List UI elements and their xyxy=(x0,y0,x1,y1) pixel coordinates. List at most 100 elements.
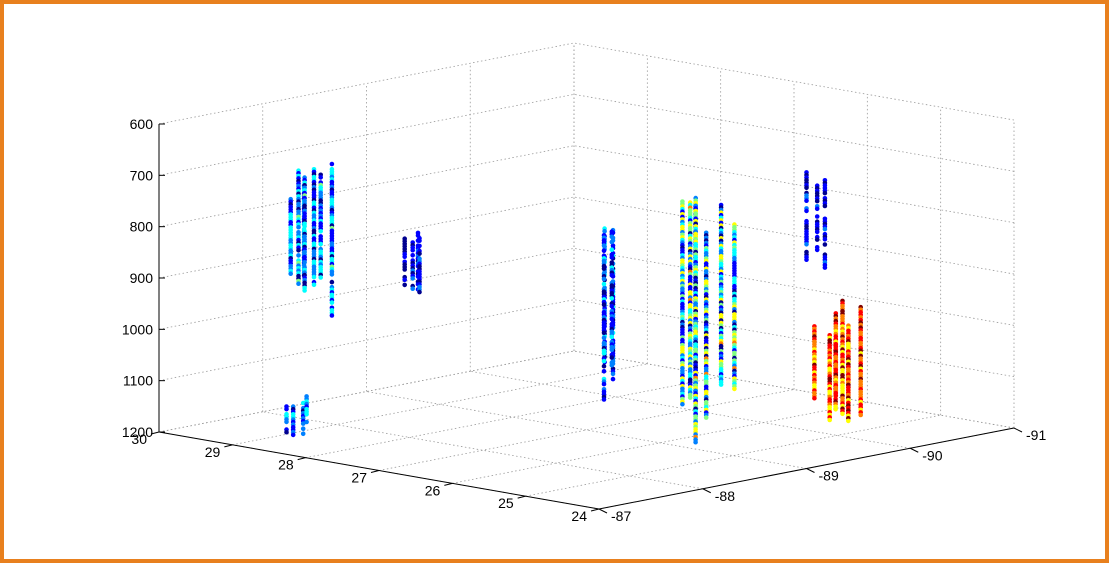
data-point xyxy=(609,303,615,309)
data-point xyxy=(814,247,820,253)
ticks-layer: -87 -88 -89 -90 -91 30 29 28 27 26 25 24 600 700 800 90… xyxy=(122,116,1047,524)
floor-grid-y xyxy=(525,414,941,497)
y-tick-label: 24 xyxy=(571,508,587,524)
data-point xyxy=(609,247,615,252)
backwall-grid-z xyxy=(573,350,1015,429)
sidewall-grid-z xyxy=(158,93,575,176)
data-point xyxy=(402,254,408,259)
data-point xyxy=(410,247,416,253)
data-point xyxy=(417,289,422,295)
x-tick-mark xyxy=(910,447,919,453)
data-point xyxy=(300,426,306,432)
y-tick-label: 25 xyxy=(498,495,514,511)
data-point xyxy=(609,316,615,322)
floor-grid-y xyxy=(305,376,721,459)
points-layer xyxy=(284,161,863,445)
sidewall-grid-z xyxy=(158,145,575,228)
data-point xyxy=(417,251,422,256)
data-point xyxy=(601,276,607,282)
data-point xyxy=(410,286,416,292)
y-tick-mark xyxy=(590,508,600,512)
data-point xyxy=(609,255,615,260)
data-point xyxy=(833,393,839,398)
data-point xyxy=(822,265,828,270)
data-point xyxy=(822,242,828,247)
data-point xyxy=(288,271,294,277)
y-tick-mark xyxy=(150,431,160,435)
y-tick-label: 27 xyxy=(351,470,367,486)
data-point xyxy=(601,248,607,253)
data-point xyxy=(609,234,615,240)
data-point xyxy=(311,274,317,280)
data-point xyxy=(822,203,828,209)
data-point xyxy=(601,381,607,387)
z-tick-label: 600 xyxy=(130,116,154,132)
z-tick-label: 900 xyxy=(130,270,154,286)
data-point xyxy=(302,224,307,229)
data-point xyxy=(300,431,306,437)
data-point xyxy=(601,335,607,341)
y-tick-mark xyxy=(444,482,453,486)
data-point xyxy=(609,273,615,278)
data-point xyxy=(304,412,309,417)
backwall-grid-z xyxy=(573,247,1015,326)
data-point xyxy=(402,282,408,288)
y-tick-label: 28 xyxy=(278,457,294,473)
z-tick-label: 1000 xyxy=(122,321,153,337)
data-point xyxy=(304,419,309,425)
x-tick-label: -90 xyxy=(922,447,942,463)
data-point xyxy=(814,214,820,219)
data-point xyxy=(609,355,615,360)
data-point xyxy=(827,417,832,423)
data-point xyxy=(402,277,408,283)
x-tick-mark xyxy=(702,488,711,494)
floor-grid-y xyxy=(232,363,648,446)
sidewall-grid-z xyxy=(158,247,575,330)
y-tick-label: 30 xyxy=(131,431,147,447)
x-tick-label: -88 xyxy=(715,488,735,504)
z-tick-label: 700 xyxy=(130,167,154,183)
data-point xyxy=(601,397,607,402)
data-point xyxy=(417,238,422,243)
data-point xyxy=(804,257,809,262)
floor-grid-y xyxy=(378,389,795,471)
data-point xyxy=(840,411,845,417)
data-point xyxy=(296,224,301,230)
data-point xyxy=(833,407,838,412)
data-point xyxy=(329,279,335,285)
data-point xyxy=(609,296,615,301)
data-point xyxy=(804,208,809,214)
data-point xyxy=(284,406,289,412)
data-point xyxy=(814,206,820,212)
data-point xyxy=(610,376,616,382)
data-point xyxy=(296,248,301,253)
data-point xyxy=(822,190,828,196)
data-point xyxy=(610,371,616,377)
data-point xyxy=(687,395,693,400)
data-point xyxy=(602,228,607,234)
sidewall-grid-z xyxy=(158,42,575,125)
x-tick-label: -89 xyxy=(819,468,839,484)
sidewall-grid-z xyxy=(158,299,575,382)
data-point xyxy=(812,395,817,401)
backwall-grid-z xyxy=(573,299,1015,378)
x-tick-mark xyxy=(806,468,815,473)
data-point xyxy=(732,386,737,392)
data-point xyxy=(296,281,301,287)
data-point xyxy=(609,347,615,353)
data-point xyxy=(804,198,809,203)
data-point xyxy=(601,281,607,287)
grid-layer xyxy=(158,42,1015,510)
data-point xyxy=(284,419,289,425)
data-point xyxy=(601,351,607,356)
backwall-grid-z xyxy=(573,145,1015,224)
data-point xyxy=(601,363,607,369)
data-point xyxy=(410,276,416,281)
data-point xyxy=(601,330,607,336)
data-point xyxy=(858,412,863,418)
y-tick-mark xyxy=(370,470,380,473)
y-tick-label: 29 xyxy=(205,444,221,460)
scatter3d-chart: -87 -88 -89 -90 -91 30 29 28 27 26 25 24 600 700 800 90… xyxy=(122,42,1047,524)
data-point xyxy=(814,229,820,235)
